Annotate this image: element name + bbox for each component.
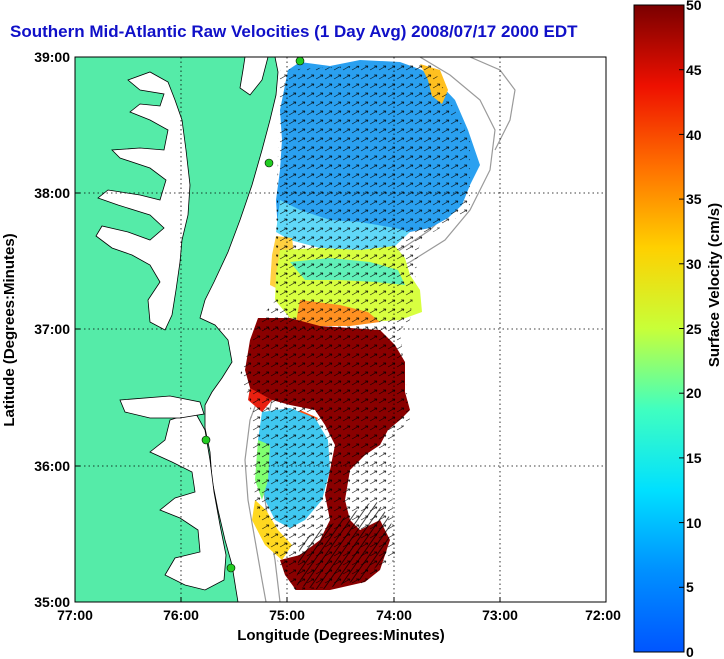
dense-arrows-hatteras (296, 500, 392, 590)
velocity-arrows (240, 62, 470, 590)
colorbar-tick-label: 25 (686, 321, 702, 337)
station-marker (264, 158, 274, 168)
y-tick-label: 36:00 (34, 458, 70, 474)
x-tick-label: 72:00 (585, 607, 621, 623)
x-tick-label: 77:00 (57, 607, 93, 623)
colorbar-tick-label: 40 (686, 127, 702, 143)
colorbar-tick-label: 20 (686, 385, 702, 401)
delaware-bay (239, 57, 269, 96)
colorbar-tick-label: 30 (686, 256, 702, 272)
x-tick-label: 73:00 (482, 607, 518, 623)
x-tick-label: 75:00 (269, 607, 305, 623)
radar-stations (201, 57, 305, 573)
colorbar-tick-label: 10 (686, 515, 702, 531)
colorbar-tick-label: 50 (686, 0, 702, 13)
colorbar-tick-label: 0 (686, 644, 694, 659)
y-tick-label: 37:00 (34, 321, 70, 337)
colorbar-label: Surface Velocity (cm/s) (706, 203, 723, 367)
station-marker (201, 435, 211, 445)
x-tick-label: 76:00 (163, 607, 199, 623)
y-axis-label: Latitude (Degrees:Minutes) (1, 233, 18, 426)
y-tick-label: 39:00 (34, 49, 70, 65)
y-tick-label: 35:00 (34, 594, 70, 610)
albemarle-sound (119, 395, 205, 419)
colorbar-tick-label: 45 (686, 62, 702, 78)
station-marker (226, 563, 236, 573)
tick-marks (74, 56, 607, 603)
colorbar-tick-label: 15 (686, 450, 702, 466)
colorbar-tick-label: 35 (686, 191, 702, 207)
colorbar (633, 4, 685, 653)
chesapeake-bay (95, 71, 191, 331)
colorbar-tick-label: 5 (686, 579, 694, 595)
plot-title: Southern Mid-Atlantic Raw Velocities (1 … (10, 22, 578, 41)
y-tick-label: 38:00 (34, 185, 70, 201)
pamlico-sound (149, 411, 227, 591)
x-axis-label: Longitude (Degrees:Minutes) (237, 627, 445, 644)
station-marker (295, 57, 305, 66)
colorbar-ticks (679, 4, 684, 588)
x-tick-label: 74:00 (376, 607, 412, 623)
grid (75, 57, 606, 602)
